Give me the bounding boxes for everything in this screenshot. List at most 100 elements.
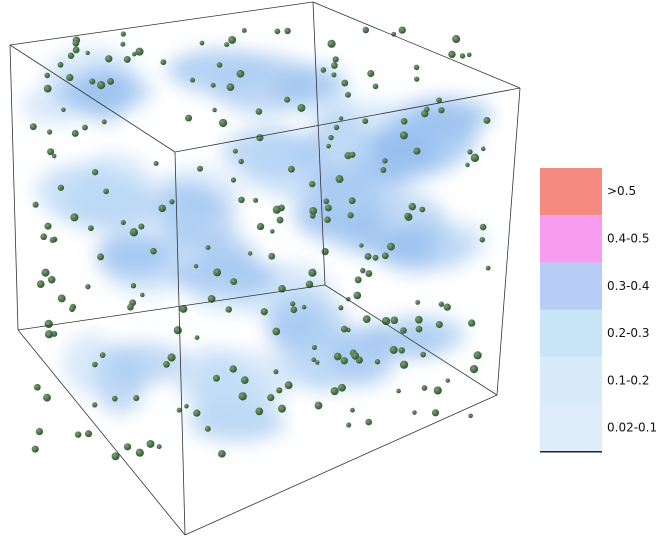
particle: [44, 319, 53, 329]
particle: [179, 304, 188, 313]
particle: [272, 205, 281, 214]
particle: [277, 404, 286, 413]
particle: [47, 148, 55, 156]
particle: [341, 79, 349, 87]
particle: [213, 268, 222, 277]
particle: [228, 36, 237, 44]
cloud-blob: [63, 332, 117, 394]
particle: [268, 252, 276, 260]
cloud-blob: [196, 369, 274, 435]
legend-swatch: [540, 168, 602, 216]
legend-label: 0.2-0.3: [607, 326, 650, 340]
particle: [230, 177, 237, 183]
particle: [193, 263, 199, 269]
particle: [176, 407, 182, 413]
particle: [210, 82, 216, 88]
particle: [297, 103, 306, 112]
cloud-blob: [431, 221, 489, 260]
particle: [40, 233, 48, 241]
particle: [338, 305, 344, 311]
particle: [103, 188, 109, 195]
particle: [255, 108, 263, 115]
particle: [399, 360, 409, 369]
particle: [438, 107, 445, 114]
particle: [256, 222, 265, 231]
particle: [400, 117, 408, 125]
particle: [467, 319, 476, 327]
legend: >0.5 0.4-0.5 0.3-0.4 0.2-0.3 0.1-0.2 0.02-0.1: [540, 168, 657, 453]
particle: [43, 393, 51, 402]
particle: [212, 107, 217, 113]
particle: [133, 395, 140, 402]
particle: [127, 303, 134, 311]
particle: [445, 378, 450, 383]
legend-label: 0.4-0.5: [607, 231, 650, 245]
particle: [348, 197, 356, 205]
cloud-blob: [191, 57, 276, 102]
particle: [167, 353, 176, 362]
particle: [276, 216, 284, 224]
density-cloud: [21, 46, 494, 442]
particle: [467, 149, 473, 155]
particle: [420, 351, 426, 358]
particle: [404, 212, 411, 219]
particle: [132, 51, 137, 57]
particle: [365, 270, 373, 278]
particle: [57, 294, 66, 303]
cloud-blob: [99, 342, 151, 378]
legend-swatch: [540, 357, 602, 405]
particle: [323, 198, 330, 205]
particle: [362, 315, 371, 324]
particle: [390, 316, 399, 325]
particle: [123, 443, 132, 451]
particle: [387, 242, 395, 251]
particle: [253, 197, 259, 203]
particle: [413, 64, 420, 71]
cloud-blob: [231, 122, 300, 191]
cloud-blob: [77, 66, 132, 124]
particle: [69, 306, 76, 313]
particle: [415, 300, 421, 305]
particle: [359, 243, 364, 248]
particle: [66, 73, 74, 82]
particle: [184, 404, 189, 409]
particle: [156, 444, 162, 450]
particle: [380, 167, 387, 174]
particle: [400, 327, 407, 334]
particle: [44, 222, 52, 230]
particle: [398, 26, 406, 34]
particle: [399, 131, 408, 140]
particle: [288, 165, 295, 173]
particle: [97, 81, 106, 90]
particle: [469, 364, 479, 374]
particle: [67, 52, 75, 59]
particle: [382, 158, 388, 164]
particle: [308, 268, 317, 277]
particle: [483, 116, 491, 124]
cloud-blob: [370, 122, 429, 169]
particle: [389, 345, 398, 354]
particle: [140, 292, 145, 298]
particle: [33, 383, 41, 391]
particle: [241, 28, 247, 33]
particle: [452, 35, 461, 44]
particle: [338, 383, 346, 392]
particle: [51, 153, 57, 159]
particle: [443, 303, 451, 311]
particle: [173, 326, 182, 335]
particle: [272, 327, 281, 336]
particle: [372, 83, 379, 90]
particle: [35, 427, 44, 436]
particle: [480, 146, 486, 152]
particle: [431, 409, 440, 417]
particle: [346, 422, 352, 428]
particle: [360, 267, 366, 274]
legend-label: 0.02-0.1: [607, 421, 657, 435]
particle: [230, 278, 238, 286]
particle: [473, 351, 482, 360]
particle: [238, 196, 245, 204]
particle: [212, 374, 220, 382]
particle: [194, 335, 200, 340]
particle: [381, 252, 389, 260]
particle: [111, 452, 120, 461]
